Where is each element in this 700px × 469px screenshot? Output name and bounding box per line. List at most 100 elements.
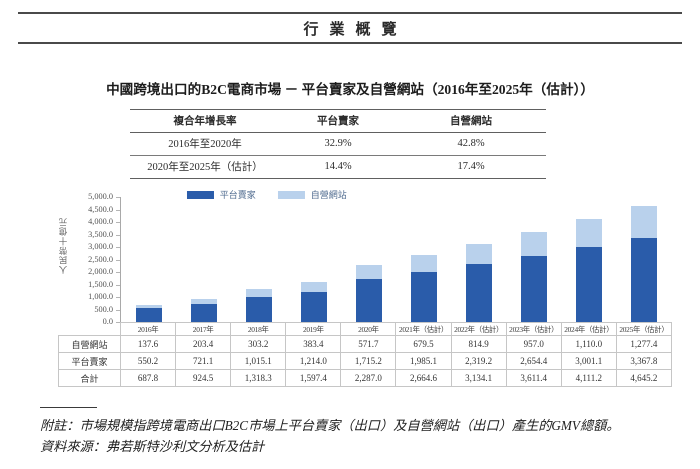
cagr-cell: 17.4%	[457, 161, 485, 172]
y-tick-mark	[116, 234, 120, 236]
bar-slot	[452, 197, 507, 322]
data-cell: 550.2	[119, 352, 177, 370]
bar-segment-平台賣家	[190, 303, 217, 322]
cagr-header-self-operated: 自營網站	[450, 116, 492, 127]
data-cell: 2,664.6	[395, 369, 452, 387]
stacked-bar-chart: 人民幣十億元 平台賣家 自營網站 5,000.0 4,500.0 4,000.0 3,5…	[58, 185, 672, 326]
bar-2024年（估計）	[576, 219, 603, 322]
year-label: 2019年	[285, 322, 342, 336]
bar-segment-自營網站	[300, 282, 327, 292]
y-tick-mark	[116, 322, 120, 323]
cagr-table: 複合年增長率 平台賣家 自營網站 2016年至2020年 32.9% 42.8% 20…	[130, 109, 546, 179]
data-cell: 1,597.4	[285, 369, 342, 387]
bar-2021年（估計）	[411, 255, 438, 322]
data-table-body: 2016年 2017年 2018年 2019年 2020年 2021年（估計） 2022年（…	[58, 322, 673, 387]
chart-data-table: 2016年 2017年 2018年 2019年 2020年 2021年（估計） 2022年（…	[58, 322, 673, 387]
bar-2017年	[190, 298, 217, 322]
data-cell: 1,015.1	[230, 352, 287, 370]
legend-swatch-icon	[186, 190, 214, 199]
bar-segment-自營網站	[190, 298, 217, 304]
bar-2016年	[135, 304, 162, 322]
data-cell: 679.5	[395, 335, 452, 353]
y-tick-mark	[116, 209, 120, 211]
section-title: 行業概覽	[303, 21, 408, 38]
bar-segment-平台賣家	[300, 291, 327, 322]
y-tick-label: 3,500.0	[88, 229, 113, 239]
bar-slot	[617, 197, 672, 322]
data-cell: 137.6	[119, 335, 177, 353]
cagr-cell: 32.9%	[324, 138, 352, 149]
year-label: 2020年	[340, 322, 397, 336]
data-cell: 1,715.2	[340, 352, 397, 370]
bar-2020年	[355, 264, 382, 322]
year-label: 2022年（估計）	[450, 322, 507, 336]
row-label: 自營網站	[58, 335, 121, 353]
bar-segment-自營網站	[521, 231, 548, 256]
year-label: 2024年（估計）	[560, 322, 617, 336]
data-cell: 687.8	[119, 369, 177, 387]
cagr-cell: 14.4%	[324, 161, 352, 172]
data-cell: 814.9	[450, 335, 507, 353]
year-header-row: 2016年 2017年 2018年 2019年 2020年 2021年（估計） 2022年（…	[58, 322, 673, 336]
bar-segment-自營網站	[245, 289, 272, 297]
cagr-cell: 2016年至2020年	[168, 139, 242, 150]
y-tick-label: 0.0	[102, 317, 113, 326]
bar-segment-平台賣家	[135, 308, 162, 322]
bar-slot	[121, 197, 176, 322]
data-cell: 303.2	[230, 335, 287, 353]
data-cell: 3,134.1	[450, 369, 507, 387]
cagr-header-row: 複合年增長率 平台賣家 自營網站	[130, 109, 546, 133]
bar-segment-自營網站	[411, 255, 438, 273]
y-tick-mark	[116, 272, 120, 273]
y-tick-label: 5,000.0	[88, 192, 113, 201]
bar-2022年（估計）	[466, 243, 493, 322]
data-cell: 957.0	[505, 335, 562, 353]
bar-slot	[562, 197, 617, 322]
y-tick-label: 2,000.0	[88, 267, 113, 276]
data-cell: 2,319.2	[450, 352, 507, 370]
legend-label: 平台賣家	[219, 190, 256, 200]
bar-segment-平台賣家	[245, 296, 272, 322]
data-cell: 4,645.2	[615, 369, 673, 387]
cagr-header-metric: 複合年增長率	[173, 116, 237, 127]
legend-swatch-icon	[277, 190, 305, 199]
bar-segment-自營網站	[631, 205, 658, 238]
footnote-rule	[40, 407, 97, 408]
cagr-header-platform: 平台賣家	[317, 116, 359, 127]
data-cell: 2,654.4	[505, 352, 562, 370]
y-tick-label: 2,500.0	[88, 254, 113, 264]
year-label: 2025年（估計）	[615, 322, 673, 336]
data-cell: 4,111.2	[560, 369, 617, 387]
y-tick-label: 1,000.0	[88, 292, 113, 301]
y-tick-mark	[116, 197, 120, 198]
cagr-cell: 42.8%	[457, 138, 485, 149]
cagr-cell: 2020年至2025年（估計）	[147, 162, 263, 173]
bar-slot	[341, 197, 396, 322]
bar-slot	[396, 197, 451, 322]
data-row-平台賣家: 平台賣家 550.2 721.1 1,015.1 1,214.0 1,715.2 1,985…	[58, 352, 673, 370]
y-tick-label: 4,000.0	[88, 217, 113, 226]
y-tick-mark	[116, 222, 120, 223]
data-cell: 3,367.8	[615, 352, 673, 370]
bar-segment-平台賣家	[576, 246, 603, 322]
section-banner: 行業概覽	[18, 12, 682, 44]
data-cell: 1,318.3	[230, 369, 287, 387]
data-cell: 203.4	[175, 335, 232, 353]
bar-slot	[507, 197, 562, 322]
data-cell: 383.4	[285, 335, 342, 353]
bar-segment-自營網站	[466, 243, 493, 265]
row-label: 合計	[58, 369, 121, 387]
year-label: 2018年	[230, 322, 287, 336]
year-label: 2021年（估計）	[395, 322, 452, 336]
bar-slot	[231, 197, 286, 322]
year-label: 2017年	[175, 322, 232, 336]
bar-slot	[176, 197, 231, 322]
y-tick-mark	[116, 297, 120, 298]
data-cell: 1,110.0	[560, 335, 617, 353]
legend-item: 自營網站	[277, 188, 347, 201]
data-cell: 1,214.0	[285, 352, 342, 370]
data-cell: 924.5	[175, 369, 232, 387]
bar-segment-平台賣家	[355, 279, 382, 322]
plot-area	[120, 197, 672, 322]
legend-item: 平台賣家	[186, 188, 256, 201]
